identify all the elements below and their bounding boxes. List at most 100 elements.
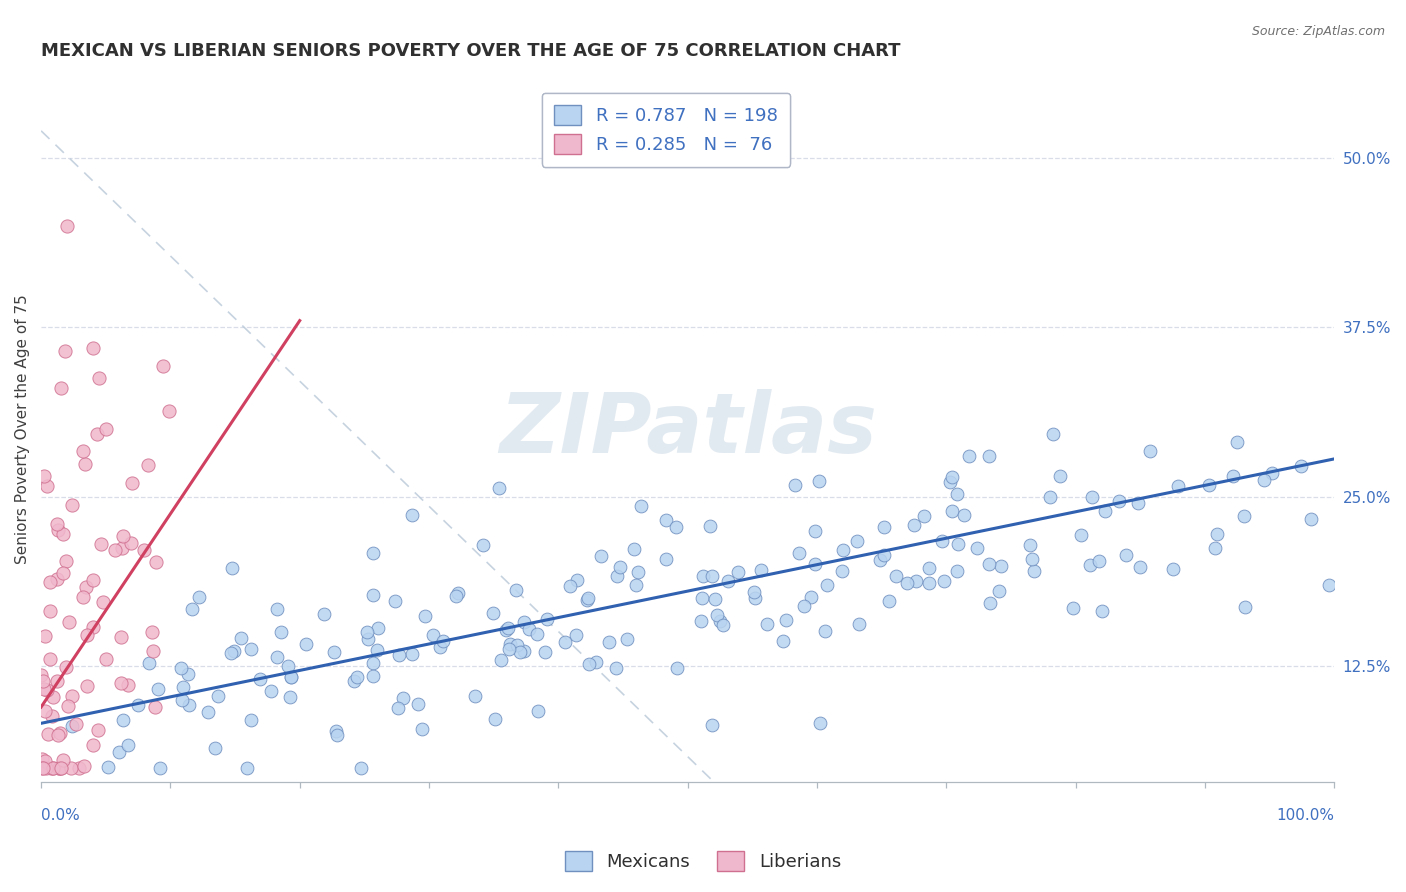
Point <box>314 607 336 621</box>
Point <box>110 676 132 690</box>
Point <box>401 508 423 523</box>
Point <box>489 653 512 667</box>
Point <box>800 591 823 605</box>
Point <box>966 541 988 555</box>
Point <box>72 444 94 458</box>
Point <box>815 578 838 592</box>
Point <box>187 591 209 605</box>
Point <box>48 761 70 775</box>
Point <box>120 536 142 550</box>
Point <box>495 624 517 638</box>
Point <box>699 519 721 533</box>
Point <box>772 633 794 648</box>
Text: Source: ZipAtlas.com: Source: ZipAtlas.com <box>1251 25 1385 38</box>
Point <box>432 634 454 648</box>
Point <box>82 620 104 634</box>
Point <box>38 651 60 665</box>
Point <box>953 508 976 522</box>
Point <box>808 475 831 489</box>
Point <box>1291 459 1313 474</box>
Point <box>146 682 169 697</box>
Point <box>706 607 728 622</box>
Point <box>31 761 53 775</box>
Point <box>104 543 127 558</box>
Point <box>249 672 271 686</box>
Point <box>987 583 1010 598</box>
Point <box>654 513 676 527</box>
Point <box>605 661 627 675</box>
Point <box>444 589 467 603</box>
Point <box>1222 469 1244 483</box>
Point <box>172 681 194 695</box>
Point <box>266 650 288 665</box>
Point <box>392 691 415 706</box>
Point <box>222 644 245 658</box>
Point <box>322 645 344 659</box>
Point <box>413 608 436 623</box>
Point <box>82 574 104 588</box>
Point <box>517 623 540 637</box>
Point <box>499 637 522 651</box>
Point <box>34 629 56 643</box>
Point <box>48 726 70 740</box>
Point <box>804 557 827 571</box>
Point <box>361 669 384 683</box>
Point <box>260 684 283 698</box>
Point <box>107 745 129 759</box>
Point <box>655 551 678 566</box>
Point <box>554 635 576 649</box>
Point <box>1090 604 1112 618</box>
Point <box>482 606 505 620</box>
Point <box>42 690 65 704</box>
Point <box>814 624 837 638</box>
Point <box>422 628 444 642</box>
Point <box>49 761 72 775</box>
Point <box>177 698 200 713</box>
Point <box>472 538 495 552</box>
Point <box>931 534 953 549</box>
Point <box>831 542 853 557</box>
Point <box>49 761 72 775</box>
Point <box>1233 509 1256 524</box>
Point <box>905 574 928 589</box>
Point <box>73 759 96 773</box>
Point <box>846 534 869 549</box>
Point <box>1253 473 1275 487</box>
Point <box>46 572 69 586</box>
Point <box>97 760 120 774</box>
Point <box>277 658 299 673</box>
Point <box>34 754 56 768</box>
Point <box>990 558 1012 573</box>
Point <box>152 359 174 373</box>
Point <box>534 645 557 659</box>
Point <box>1087 554 1109 568</box>
Point <box>55 553 77 567</box>
Point <box>1108 494 1130 508</box>
Point <box>121 476 143 491</box>
Point <box>979 449 1001 463</box>
Point <box>60 690 83 704</box>
Point <box>91 595 114 609</box>
Legend: Mexicans, Liberians: Mexicans, Liberians <box>558 844 848 879</box>
Point <box>1260 466 1282 480</box>
Point <box>946 537 969 551</box>
Point <box>346 670 368 684</box>
Point <box>401 648 423 662</box>
Point <box>848 617 870 632</box>
Point <box>977 557 1000 571</box>
Point <box>35 761 58 775</box>
Point <box>903 517 925 532</box>
Point <box>744 585 766 599</box>
Point <box>751 563 773 577</box>
Point <box>630 499 652 513</box>
Point <box>34 704 56 718</box>
Point <box>219 646 242 660</box>
Point <box>616 632 638 646</box>
Point <box>1039 490 1062 504</box>
Point <box>48 761 70 775</box>
Point <box>157 404 180 418</box>
Point <box>75 580 97 594</box>
Point <box>343 674 366 689</box>
Point <box>32 761 55 775</box>
Point <box>789 546 811 560</box>
